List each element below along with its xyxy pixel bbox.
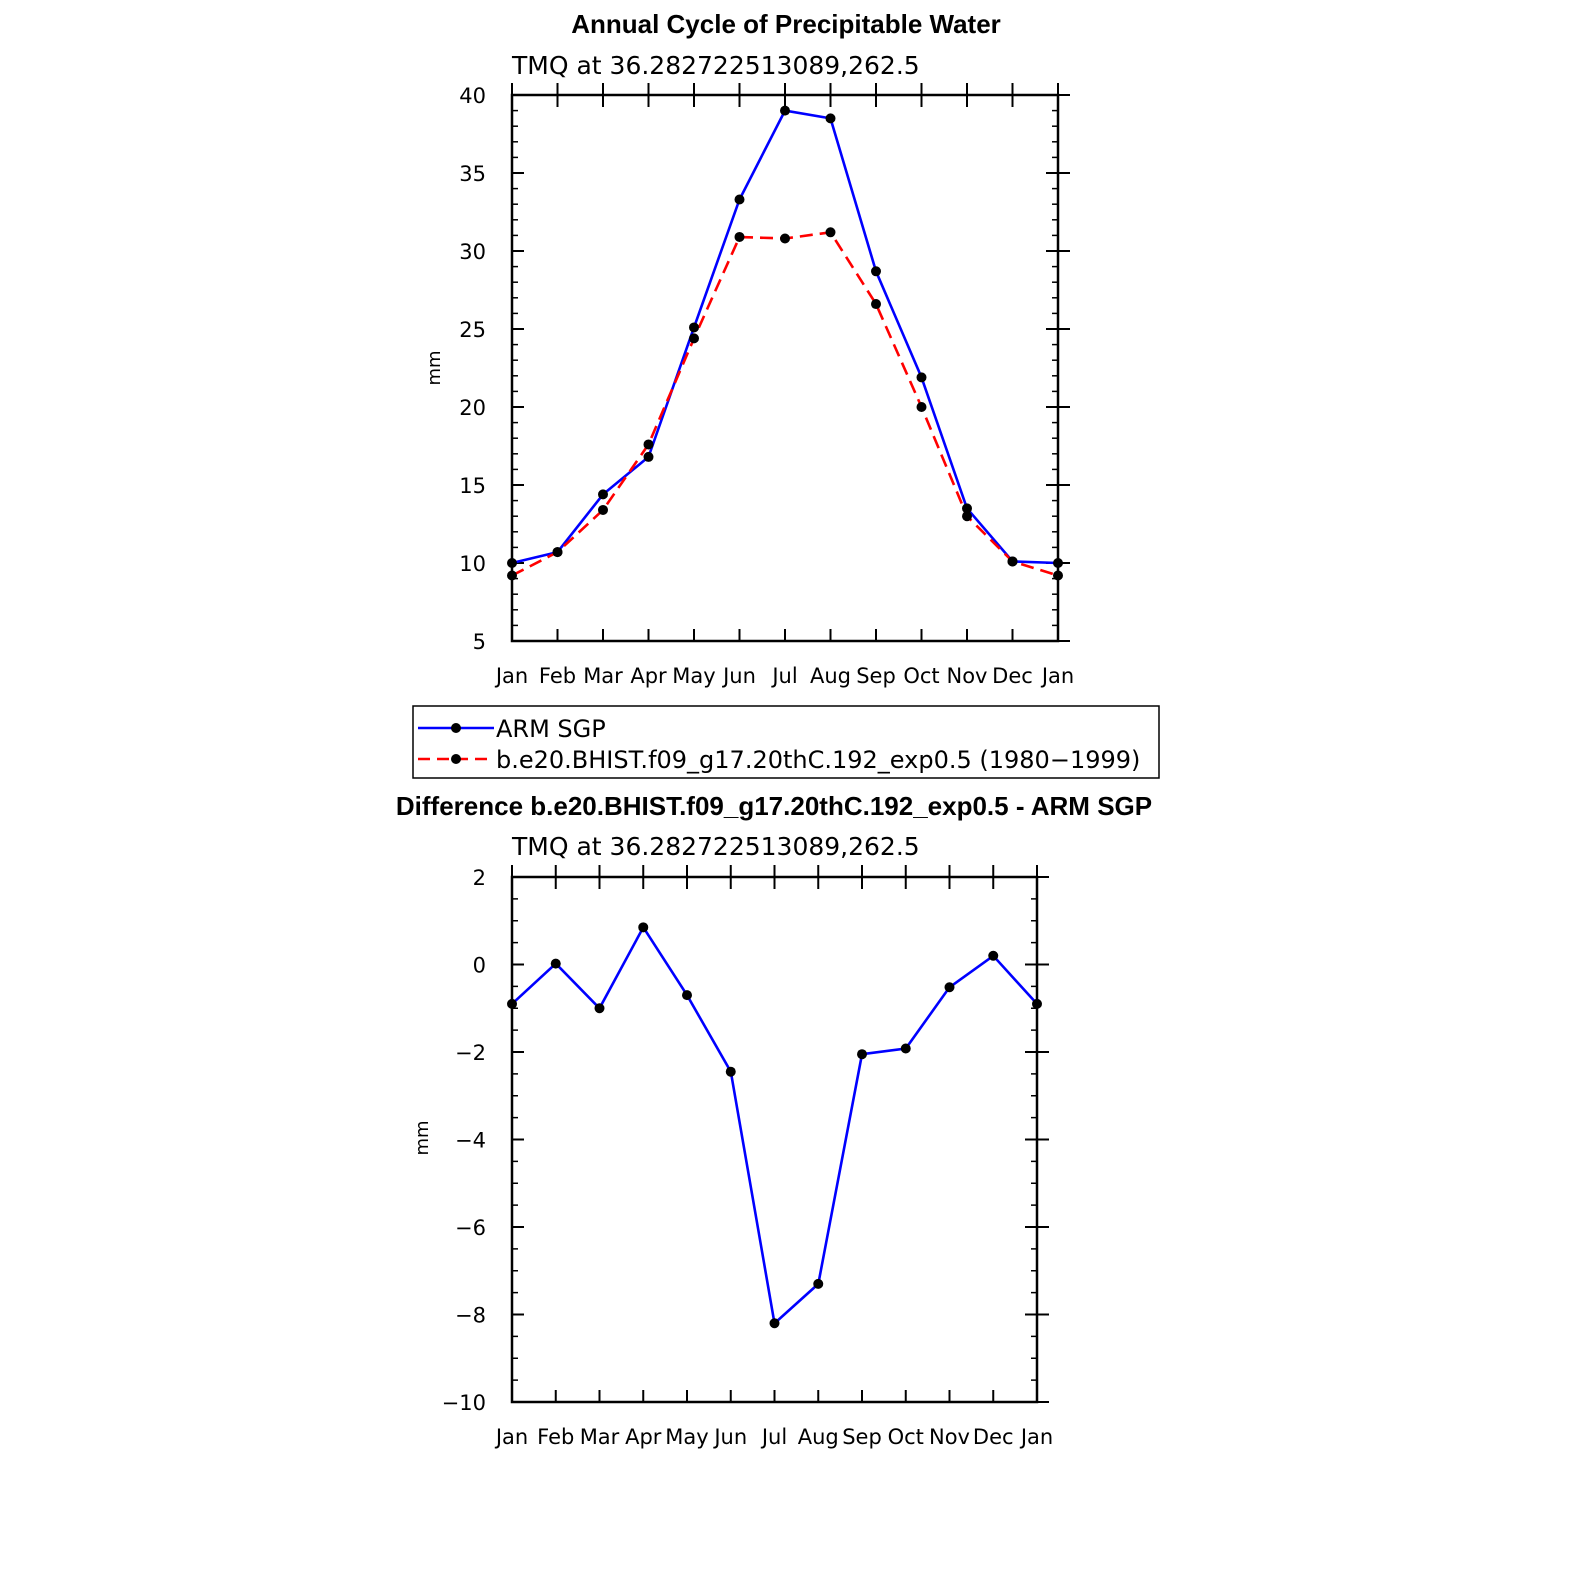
legend-entry-model: b.e20.BHIST.f09_g17.20thC.192_exp0.5 (19… — [418, 746, 1140, 774]
x-tick-label: Oct — [888, 1425, 924, 1449]
data-point — [916, 402, 927, 412]
data-point — [725, 1066, 736, 1077]
data-point — [594, 1003, 605, 1014]
data-point — [1007, 556, 1018, 567]
y-tick-label: 30 — [459, 240, 486, 264]
data-point — [857, 1049, 867, 1060]
series-line-1 — [511, 230, 1059, 577]
legend-label-model: b.e20.BHIST.f09_g17.20thC.192_exp0.5 (19… — [496, 746, 1140, 774]
legend-box — [412, 705, 1160, 779]
x-tick-label: Nov — [947, 664, 988, 688]
x-tick-label: Sep — [856, 664, 896, 688]
y-tick-label: 25 — [459, 318, 486, 342]
x-tick-label: Jan — [494, 664, 528, 688]
y-tick-label: 15 — [459, 474, 486, 498]
x-tick-label: Feb — [539, 664, 576, 688]
data-point — [871, 266, 881, 277]
chart1-plot-frame — [510, 93, 1060, 643]
annual-cycle-chart: Annual Cycle of Precipitable Water TMQ a… — [424, 9, 1074, 688]
y-tick-label: 2 — [473, 866, 486, 890]
y-tick-label: 10 — [459, 552, 486, 576]
x-tick-label: Jun — [721, 664, 756, 688]
data-point — [682, 990, 692, 1001]
data-point — [962, 503, 972, 514]
data-point — [944, 982, 955, 993]
x-tick-label: May — [665, 1425, 708, 1449]
x-tick-label: May — [672, 664, 715, 688]
y-tick-label: −2 — [455, 1041, 486, 1065]
data-point — [825, 227, 836, 238]
data-point — [638, 922, 649, 933]
data-point — [780, 105, 790, 116]
x-tick-label: Oct — [903, 664, 939, 688]
data-point — [900, 1043, 911, 1054]
x-tick-label: Apr — [630, 664, 667, 688]
x-tick-label: Jun — [712, 1425, 747, 1449]
chart1-subtitle: TMQ at 36.282722513089,262.5 — [511, 51, 920, 80]
x-tick-label: Sep — [842, 1425, 882, 1449]
y-tick-label: 20 — [459, 396, 486, 420]
data-point — [916, 372, 927, 383]
data-point — [734, 231, 745, 242]
chart1-y-axis-label: mm — [424, 350, 445, 385]
x-tick-label: Jul — [770, 664, 797, 688]
data-point — [689, 322, 699, 333]
x-tick-label: Dec — [973, 1425, 1014, 1449]
legend-label-arm-sgp: ARM SGP — [496, 715, 606, 743]
x-tick-label: Jan — [1019, 1425, 1053, 1449]
y-tick-label: −4 — [455, 1129, 486, 1153]
y-tick-label: 35 — [459, 162, 486, 186]
series-line-0 — [511, 924, 1038, 1326]
data-point — [598, 504, 608, 515]
x-tick-label: Dec — [992, 664, 1033, 688]
data-point — [689, 333, 699, 344]
data-point — [643, 451, 654, 462]
x-tick-label: Aug — [810, 664, 851, 688]
chart2-y-axis-label: mm — [412, 1120, 433, 1155]
y-tick-label: −6 — [455, 1216, 486, 1240]
x-tick-label: Feb — [537, 1425, 574, 1449]
difference-chart: Difference b.e20.BHIST.f09_g17.20thC.192… — [396, 791, 1152, 1449]
chart2-subtitle: TMQ at 36.282722513089,262.5 — [511, 832, 920, 861]
data-point — [871, 299, 881, 310]
data-point — [598, 489, 608, 500]
data-point — [825, 113, 836, 124]
data-point — [988, 950, 999, 961]
data-point — [552, 547, 563, 558]
y-tick-label: 40 — [459, 84, 486, 108]
x-tick-label: Nov — [929, 1425, 970, 1449]
data-point — [734, 194, 745, 205]
x-tick-label: Apr — [625, 1425, 662, 1449]
x-tick-label: Mar — [580, 1425, 620, 1449]
data-point — [962, 511, 972, 522]
y-tick-label: 5 — [473, 630, 486, 654]
data-point — [643, 439, 654, 450]
x-tick-label: Jan — [1040, 664, 1074, 688]
chart2-plot-frame — [510, 875, 1039, 1404]
chart2-title: Difference b.e20.BHIST.f09_g17.20thC.192… — [396, 791, 1152, 821]
data-point — [780, 233, 790, 244]
data-point — [813, 1278, 824, 1289]
x-tick-label: Aug — [798, 1425, 839, 1449]
x-tick-label: Mar — [583, 664, 623, 688]
y-tick-label: −10 — [442, 1391, 486, 1415]
chart1-title: Annual Cycle of Precipitable Water — [571, 9, 1001, 39]
x-tick-label: Jan — [494, 1425, 528, 1449]
data-point — [769, 1318, 780, 1329]
data-point — [550, 958, 561, 969]
series-line-0 — [511, 109, 1059, 565]
y-tick-label: 0 — [473, 954, 486, 978]
legend-entry-arm-sgp: ARM SGP — [418, 715, 606, 743]
y-tick-label: −8 — [455, 1304, 486, 1328]
x-tick-label: Jul — [760, 1425, 787, 1449]
legend: ARM SGP b.e20.BHIST.f09_g17.20thC.192_ex… — [412, 705, 1160, 779]
